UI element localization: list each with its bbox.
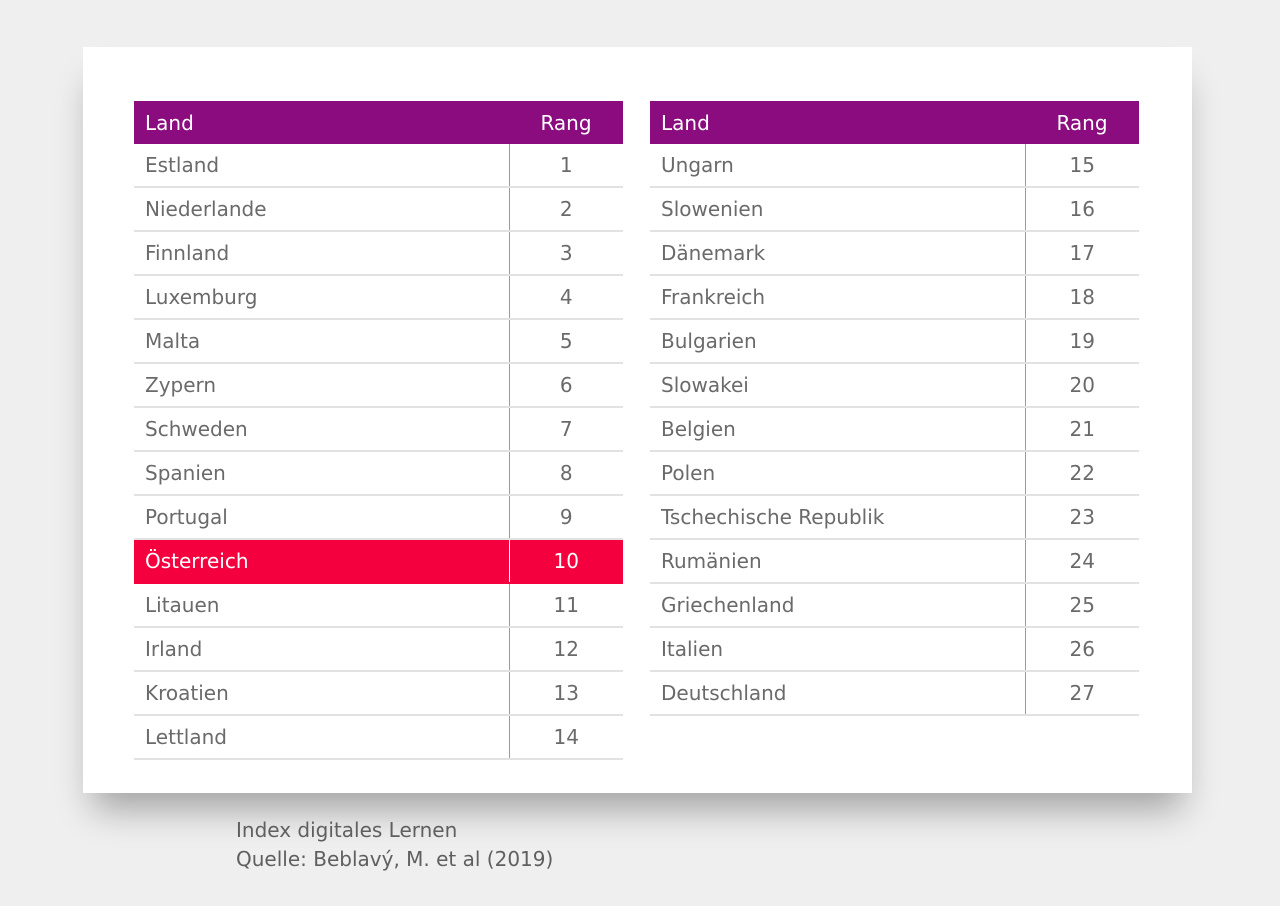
table-row: Schweden 7 [134, 407, 623, 452]
country-rank: 6 [508, 363, 623, 408]
country-rank: 24 [1024, 539, 1139, 584]
table-row: Deutschland 27 [650, 671, 1139, 716]
country-name: Spanien [134, 451, 509, 496]
country-name: Niederlande [134, 187, 509, 232]
country-name: Irland [134, 627, 509, 672]
table-row: Italien 26 [650, 627, 1139, 672]
country-rank: 15 [1024, 144, 1139, 188]
country-rank: 8 [508, 451, 623, 496]
table-row: Niederlande 2 [134, 187, 623, 232]
country-name: Schweden [134, 407, 509, 452]
table-row: Litauen 11 [134, 583, 623, 628]
country-rank: 4 [508, 275, 623, 320]
table-row: Ungarn 15 [650, 144, 1139, 188]
table-row: Malta 5 [134, 319, 623, 364]
country-rank: 5 [508, 319, 623, 364]
country-rank: 27 [1024, 671, 1139, 716]
country-rank: 20 [1024, 363, 1139, 408]
country-rank: 10 [508, 539, 623, 584]
country-name: Slowakei [650, 363, 1025, 408]
table-row: Bulgarien 19 [650, 319, 1139, 364]
table-row: Polen 22 [650, 451, 1139, 496]
country-rank: 11 [508, 583, 623, 628]
country-name: Estland [134, 144, 509, 188]
country-rank: 22 [1024, 451, 1139, 496]
country-name: Griechenland [650, 583, 1025, 628]
column-header-land: Land [134, 101, 509, 144]
figure-caption: Index digitales Lernen Quelle: Beblavý, … [236, 816, 553, 874]
country-rank: 9 [508, 495, 623, 540]
ranking-table-right: Land Rang Ungarn 15 Slowenien 16 Dänemark 17 F… [650, 101, 1139, 716]
country-name: Österreich [134, 539, 509, 584]
table-row: Dänemark 17 [650, 231, 1139, 276]
table-row: Lettland 14 [134, 715, 623, 760]
table-header-row: Land Rang [134, 101, 623, 144]
country-name: Frankreich [650, 275, 1025, 320]
table-row: Spanien 8 [134, 451, 623, 496]
country-name: Polen [650, 451, 1025, 496]
table-row: Finnland 3 [134, 231, 623, 276]
country-name: Rumänien [650, 539, 1025, 584]
country-name: Ungarn [650, 144, 1025, 188]
country-rank: 1 [508, 144, 623, 188]
column-header-land: Land [650, 101, 1025, 144]
country-rank: 16 [1024, 187, 1139, 232]
table-row: Zypern 6 [134, 363, 623, 408]
country-name: Lettland [134, 715, 509, 760]
table-row: Luxemburg 4 [134, 275, 623, 320]
table-row-highlighted: Österreich 10 [134, 539, 623, 584]
country-rank: 13 [508, 671, 623, 716]
country-name: Malta [134, 319, 509, 364]
country-rank: 3 [508, 231, 623, 276]
table-row: Frankreich 18 [650, 275, 1139, 320]
table-row: Tschechische Republik 23 [650, 495, 1139, 540]
table-row: Belgien 21 [650, 407, 1139, 452]
country-name: Dänemark [650, 231, 1025, 276]
country-name: Belgien [650, 407, 1025, 452]
country-name: Tschechische Republik [650, 495, 1025, 540]
country-name: Zypern [134, 363, 509, 408]
country-rank: 26 [1024, 627, 1139, 672]
country-name: Portugal [134, 495, 509, 540]
table-row: Irland 12 [134, 627, 623, 672]
column-header-rang: Rang [1025, 101, 1139, 144]
country-rank: 19 [1024, 319, 1139, 364]
ranking-table-left-body: Estland 1 Niederlande 2 Finnland 3 Luxemburg 4 M… [134, 144, 623, 760]
table-row: Griechenland 25 [650, 583, 1139, 628]
country-name: Deutschland [650, 671, 1025, 716]
column-header-rang: Rang [509, 101, 623, 144]
table-row: Kroatien 13 [134, 671, 623, 716]
ranking-card: Land Rang Estland 1 Niederlande 2 Finnland 3 L… [83, 47, 1192, 793]
table-row: Rumänien 24 [650, 539, 1139, 584]
country-rank: 21 [1024, 407, 1139, 452]
table-row: Slowakei 20 [650, 363, 1139, 408]
country-name: Slowenien [650, 187, 1025, 232]
country-name: Kroatien [134, 671, 509, 716]
caption-source: Quelle: Beblavý, M. et al (2019) [236, 847, 554, 871]
caption-title: Index digitales Lernen [236, 818, 458, 842]
country-name: Bulgarien [650, 319, 1025, 364]
country-rank: 23 [1024, 495, 1139, 540]
country-rank: 7 [508, 407, 623, 452]
country-name: Italien [650, 627, 1025, 672]
country-rank: 2 [508, 187, 623, 232]
table-row: Slowenien 16 [650, 187, 1139, 232]
table-row: Portugal 9 [134, 495, 623, 540]
country-name: Litauen [134, 583, 509, 628]
country-rank: 14 [508, 715, 623, 760]
table-row: Estland 1 [134, 144, 623, 188]
country-rank: 12 [508, 627, 623, 672]
country-rank: 25 [1024, 583, 1139, 628]
ranking-table-left: Land Rang Estland 1 Niederlande 2 Finnland 3 L… [134, 101, 623, 760]
ranking-table-right-body: Ungarn 15 Slowenien 16 Dänemark 17 Frankreich 1… [650, 144, 1139, 716]
country-name: Luxemburg [134, 275, 509, 320]
country-rank: 18 [1024, 275, 1139, 320]
table-header-row: Land Rang [650, 101, 1139, 144]
country-name: Finnland [134, 231, 509, 276]
country-rank: 17 [1024, 231, 1139, 276]
